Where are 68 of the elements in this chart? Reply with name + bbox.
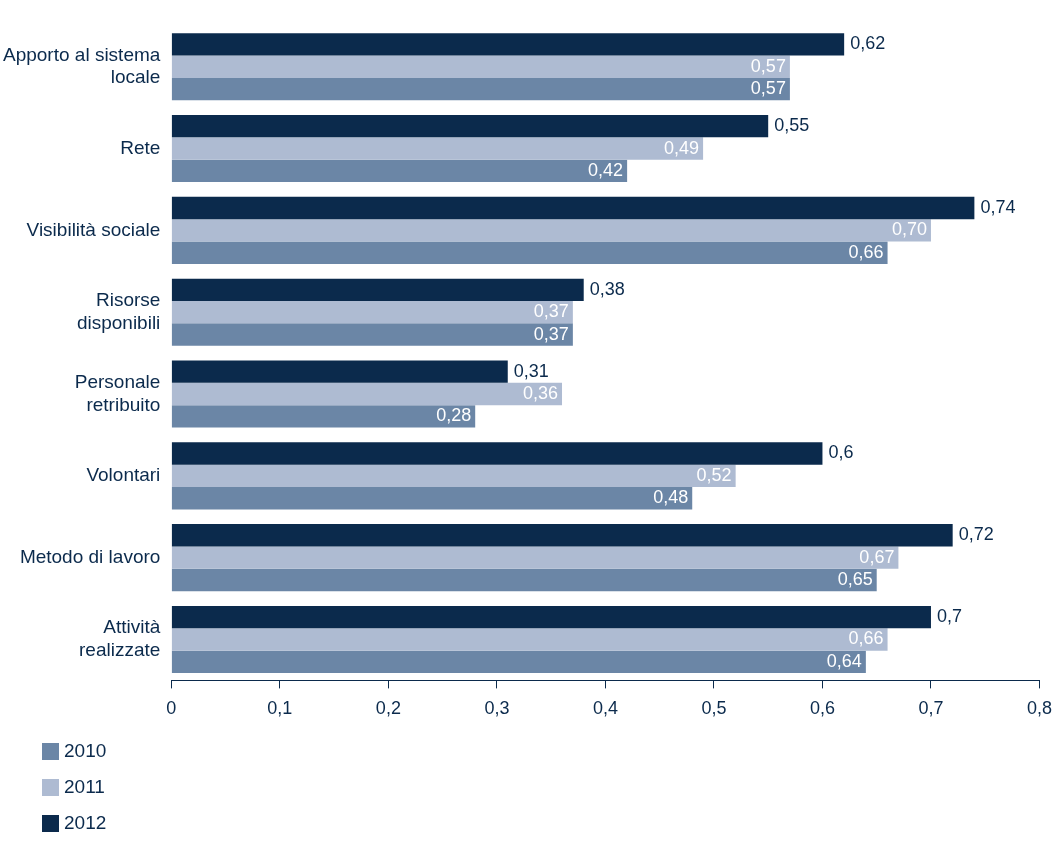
x-tick-label: 0 — [166, 698, 177, 719]
data-label: 0,38 — [589, 278, 625, 299]
bar — [171, 464, 736, 488]
y-tick-label: Attività realizzate — [79, 616, 161, 661]
x-tick-label: 0,5 — [701, 698, 727, 719]
data-label: 0,37 — [533, 301, 569, 322]
bar — [171, 382, 563, 406]
bar — [171, 159, 628, 183]
y-tick-label: Rete — [120, 136, 161, 158]
bar — [171, 137, 704, 160]
data-label: 0,36 — [522, 382, 559, 403]
data-label: 0,48 — [653, 487, 689, 508]
y-tick-label: Personale retribuito — [74, 370, 161, 415]
bar — [171, 487, 693, 510]
bar — [171, 196, 975, 220]
data-label: 0,28 — [436, 405, 472, 426]
bar — [171, 524, 953, 547]
bar — [171, 650, 866, 674]
bar — [171, 278, 584, 302]
data-label: 0,6 — [828, 442, 854, 463]
x-tick-label: 0,8 — [1026, 698, 1052, 719]
bar — [171, 33, 845, 56]
data-label: 0,72 — [958, 524, 994, 545]
bar — [171, 360, 508, 383]
bar — [171, 546, 899, 569]
x-tick-label: 0,1 — [267, 698, 293, 719]
bar — [171, 568, 877, 592]
data-label: 0,66 — [848, 241, 884, 262]
legend-label: 2011 — [64, 775, 105, 799]
x-tick-label: 0,3 — [484, 698, 510, 719]
bar — [171, 241, 888, 264]
data-label: 0,37 — [533, 323, 569, 344]
bar — [171, 77, 790, 101]
data-label: 0,55 — [774, 115, 810, 136]
data-label: 0,52 — [696, 464, 732, 485]
bar — [171, 628, 888, 651]
y-tick-label: Metodo di lavoro — [19, 545, 161, 567]
bar — [171, 442, 823, 465]
bar — [171, 219, 931, 242]
data-label: 0,64 — [826, 650, 862, 671]
bar — [171, 114, 769, 138]
x-tick-label: 0,2 — [375, 698, 401, 719]
data-label: 0,57 — [750, 78, 786, 99]
bar — [171, 405, 476, 428]
bar — [171, 605, 931, 629]
data-label: 0,7 — [936, 606, 962, 627]
data-label: 0,62 — [850, 33, 886, 54]
data-label: 0,31 — [513, 360, 549, 381]
data-label: 0,42 — [588, 159, 624, 180]
y-tick-label: Visibilità sociale — [26, 218, 161, 240]
legend-label: 2010 — [64, 739, 107, 763]
bar — [171, 323, 573, 346]
x-tick-label: 0,7 — [918, 698, 944, 719]
x-tick-label: 0,6 — [809, 698, 835, 719]
y-tick-label: Apporto al sistema locale — [2, 43, 161, 88]
bar — [171, 55, 790, 78]
data-label: 0,67 — [859, 546, 895, 567]
bar — [171, 301, 573, 324]
x-tick-label: 0,4 — [592, 698, 618, 719]
legend-label: 2012 — [64, 811, 107, 835]
data-label: 0,49 — [664, 137, 700, 158]
y-tick-label: Risorse disponibili — [76, 289, 161, 333]
data-label: 0,70 — [891, 219, 927, 240]
data-label: 0,66 — [848, 628, 884, 649]
data-label: 0,74 — [980, 196, 1016, 217]
data-label: 0,65 — [837, 569, 873, 589]
data-label: 0,57 — [750, 55, 786, 76]
y-tick-label: Volontari — [86, 464, 161, 486]
